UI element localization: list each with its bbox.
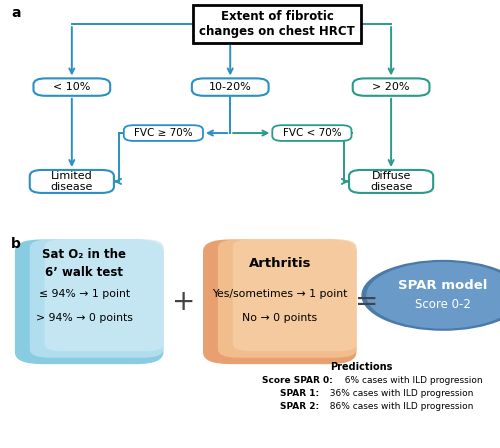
Text: Predictions: Predictions <box>330 362 392 372</box>
FancyBboxPatch shape <box>30 239 164 358</box>
FancyBboxPatch shape <box>193 5 362 43</box>
Text: Diffuse
disease: Diffuse disease <box>370 171 412 192</box>
Text: < 10%: < 10% <box>53 82 90 92</box>
FancyBboxPatch shape <box>34 78 110 96</box>
FancyBboxPatch shape <box>203 239 356 364</box>
FancyBboxPatch shape <box>124 125 203 141</box>
Text: > 20%: > 20% <box>372 82 410 92</box>
Text: Score 0-2: Score 0-2 <box>415 298 471 311</box>
Text: 86% cases with ILD progression: 86% cases with ILD progression <box>324 401 474 410</box>
Text: SPAR 2:: SPAR 2: <box>280 401 319 410</box>
Text: No → 0 points: No → 0 points <box>242 313 318 323</box>
FancyBboxPatch shape <box>232 239 356 351</box>
Text: SPAR model: SPAR model <box>398 279 488 292</box>
Ellipse shape <box>366 262 500 329</box>
Text: a: a <box>11 6 20 20</box>
Ellipse shape <box>362 260 500 331</box>
FancyBboxPatch shape <box>349 170 433 193</box>
Text: +: + <box>172 288 195 316</box>
FancyBboxPatch shape <box>44 239 164 351</box>
FancyBboxPatch shape <box>192 78 268 96</box>
FancyBboxPatch shape <box>15 239 164 364</box>
Text: > 94% → 0 points: > 94% → 0 points <box>36 313 132 323</box>
Text: ≤ 94% → 1 point: ≤ 94% → 1 point <box>38 289 130 299</box>
FancyBboxPatch shape <box>272 125 351 141</box>
Text: 36% cases with ILD progression: 36% cases with ILD progression <box>324 389 474 398</box>
Text: 6% cases with ILD progression: 6% cases with ILD progression <box>339 376 483 385</box>
Text: SPAR 1:: SPAR 1: <box>280 389 319 398</box>
Text: 10-20%: 10-20% <box>209 82 252 92</box>
Text: Extent of fibrotic
changes on chest HRCT: Extent of fibrotic changes on chest HRCT <box>200 10 355 38</box>
Text: Limited
disease: Limited disease <box>50 171 93 192</box>
Text: FVC ≥ 70%: FVC ≥ 70% <box>134 128 192 138</box>
FancyBboxPatch shape <box>30 170 114 193</box>
FancyBboxPatch shape <box>218 239 356 358</box>
Text: Yes/sometimes → 1 point: Yes/sometimes → 1 point <box>212 289 348 299</box>
Text: b: b <box>11 237 21 251</box>
Text: Arthritis: Arthritis <box>248 257 311 270</box>
Text: =: = <box>354 288 378 316</box>
Text: FVC < 70%: FVC < 70% <box>282 128 341 138</box>
FancyBboxPatch shape <box>352 78 430 96</box>
Text: Score SPAR 0:: Score SPAR 0: <box>262 376 333 385</box>
Text: Sat O₂ in the
6’ walk test: Sat O₂ in the 6’ walk test <box>42 248 126 279</box>
